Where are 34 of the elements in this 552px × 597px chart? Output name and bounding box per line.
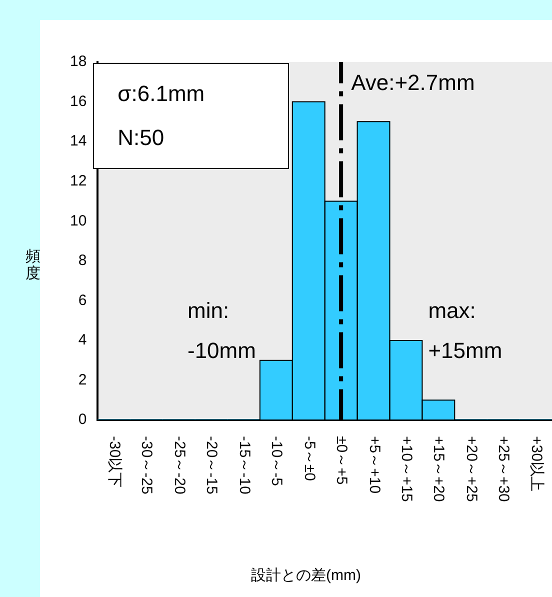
x-tick-label: +30以上 <box>526 436 545 492</box>
x-axis-title: 設計との差(mm) <box>250 566 362 585</box>
x-tick-label: +5～+10 <box>364 436 383 494</box>
y-tick-label: 8 <box>78 252 87 270</box>
x-tick-label: -5～±0 <box>300 436 318 481</box>
y-tick-label: 10 <box>70 212 87 230</box>
y-tick-label: 12 <box>70 172 87 190</box>
note-box: σ:6.1mm N:50 <box>92 63 289 169</box>
annotation: N:50 <box>118 124 166 152</box>
ref-line-label: Ave:+2.7mm <box>351 70 475 96</box>
y-tick-label: 14 <box>70 132 87 150</box>
y-tick-label: 16 <box>70 92 87 110</box>
y-tick-label: 6 <box>78 292 87 309</box>
y-tick-label: 18 <box>70 53 87 70</box>
y-tick-label: 4 <box>78 332 87 349</box>
x-tick-label: -30～-25 <box>137 436 156 494</box>
x-tick-label: -15～-10 <box>234 436 253 494</box>
annotation: +15mm <box>428 337 502 366</box>
x-tick-label: +20～+25 <box>462 436 480 502</box>
annotation: max: <box>428 297 477 326</box>
x-tick-label: -25～-20 <box>170 436 188 494</box>
x-tick-label: +15～+20 <box>429 436 448 502</box>
x-tick-label: +10～+15 <box>396 436 415 502</box>
annotation: min: <box>188 297 230 326</box>
x-tick-label: ±0～+5 <box>332 436 350 485</box>
y-tick-label: 2 <box>78 371 87 388</box>
x-tick-label: -10～-5 <box>267 436 286 486</box>
annotation: σ:6.1mm <box>118 80 206 108</box>
x-tick-label: -20～-15 <box>202 436 220 494</box>
y-axis-title: 頻度 <box>24 248 42 282</box>
y-tick-label: 0 <box>78 411 87 428</box>
x-tick-label: +25～+30 <box>494 436 512 502</box>
x-tick-label: -30以下 <box>104 436 123 488</box>
annotation: -10mm <box>188 337 256 366</box>
